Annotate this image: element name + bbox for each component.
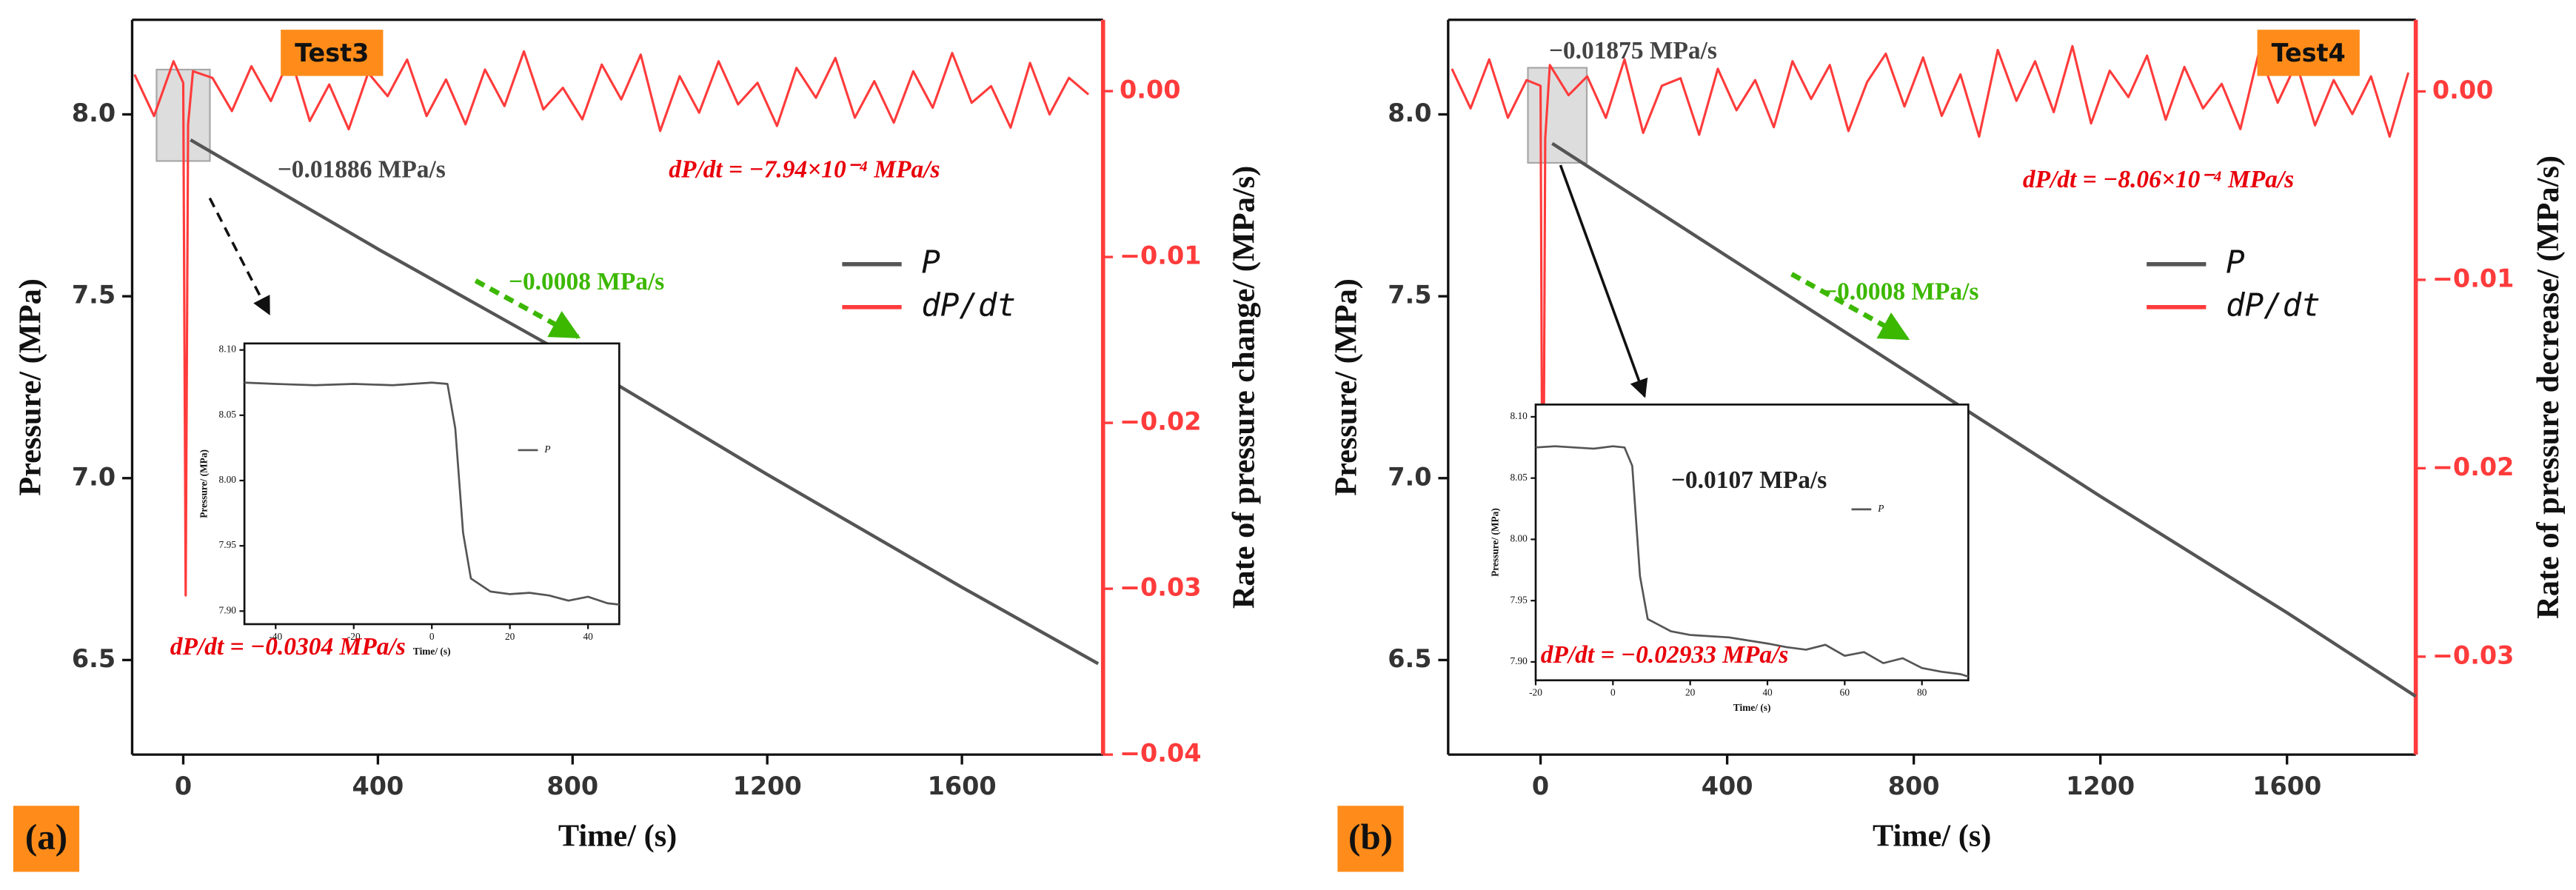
y2-tick-label: −0.04 <box>1120 739 1202 768</box>
inset-x-tick-label: -40 <box>269 631 282 642</box>
test-label: Test3 <box>295 39 369 67</box>
y-tick-label: 7.5 <box>72 281 116 310</box>
inset-x-label: Time/ (s) <box>1733 702 1771 713</box>
y2-tick-label: 0.00 <box>1120 76 1181 104</box>
y2-axis-label: Rate of pressure change/ (MPa/s) <box>1226 166 1261 609</box>
inset-legend-label: P <box>1877 503 1884 514</box>
y2-tick-label: −0.01 <box>1120 241 1202 270</box>
inset-pressure-line <box>1535 445 1969 678</box>
inset-y-tick-label: 8.00 <box>1510 533 1528 544</box>
inset-pressure-line <box>244 381 620 606</box>
inset-x-tick-label: 20 <box>1685 687 1696 698</box>
x-tick-label: 400 <box>352 772 404 800</box>
inset-frame <box>1534 404 1970 682</box>
x-tick-label: 400 <box>1702 772 1753 800</box>
test-label: Test4 <box>2272 39 2346 67</box>
annotation: dP/dt = −8.06×10⁻⁴ MPa/s <box>2023 166 2294 193</box>
annotation: −0.0008 MPa/s <box>1823 278 1978 306</box>
panel-badge <box>13 806 80 872</box>
x-axis-label: Time/ (s) <box>558 819 677 854</box>
y2-tick-label: −0.02 <box>1120 407 1202 436</box>
panel-label: (b) <box>1348 816 1393 857</box>
arrow <box>1790 272 1910 341</box>
inset-y-tick-label: 7.90 <box>1510 655 1528 666</box>
y2-tick-label: −0.01 <box>2432 264 2515 292</box>
rate-line <box>133 50 1090 597</box>
inset-y-label: Pressure/ (MPa) <box>198 449 210 518</box>
inset-x-tick-label: 40 <box>1762 687 1773 698</box>
pressure-line <box>1551 141 2417 698</box>
annotation: dP/dt = −0.02933 MPa/s <box>1541 641 1789 669</box>
y-axis-label: Pressure/ (MPa) <box>1329 278 1364 496</box>
annotation: −0.0107 MPa/s <box>1671 466 1827 494</box>
x-tick-label: 1600 <box>2252 772 2321 800</box>
y-tick-label: 7.0 <box>72 462 116 491</box>
inset-x-tick-label: -20 <box>1529 687 1542 698</box>
inset-y-tick-label: 8.10 <box>219 344 237 355</box>
inset-x-tick-label: 40 <box>583 631 593 642</box>
x-tick-label: 1600 <box>928 772 997 800</box>
legend-label: P <box>921 244 940 280</box>
y-tick-label: 7.0 <box>1388 462 1431 491</box>
y2-tick-label: −0.03 <box>1120 573 1202 602</box>
inset-x-tick-label: -20 <box>347 631 361 642</box>
y-tick-label: 6.5 <box>72 644 116 673</box>
y2-tick-label: −0.03 <box>2432 640 2515 669</box>
arrow <box>208 197 271 315</box>
inset-y-tick-label: 8.05 <box>219 409 237 420</box>
x-tick-label: 800 <box>546 772 598 800</box>
inset-x-tick-label: 0 <box>1610 687 1616 698</box>
inset-y-tick-label: 7.95 <box>1510 594 1528 605</box>
legend-label: P <box>2226 244 2245 280</box>
inset-legend-label: P <box>543 444 550 455</box>
y-tick-label: 8.0 <box>72 98 116 127</box>
inset-x-tick-label: 80 <box>1917 687 1927 698</box>
inset-y-label: Pressure/ (MPa) <box>1490 508 1501 577</box>
inset-x-label: Time/ (s) <box>413 646 451 657</box>
y2-tick-label: −0.02 <box>2432 452 2515 481</box>
y-axis-label: Pressure/ (MPa) <box>13 278 47 496</box>
inset-y-tick-label: 7.90 <box>219 604 237 615</box>
x-tick-label: 1200 <box>733 772 802 800</box>
rate-line <box>1451 44 2410 646</box>
y-tick-label: 6.5 <box>1388 644 1431 673</box>
inset-y-tick-label: 8.00 <box>219 474 237 485</box>
x-tick-label: 800 <box>1888 772 1940 800</box>
test-badge <box>281 30 384 76</box>
x-tick-label: 1200 <box>2066 772 2135 800</box>
inset-x-tick-label: 0 <box>429 631 435 642</box>
legend-label: dP/dt <box>921 287 1016 323</box>
annotation: −0.01875 MPa/s <box>1549 37 1717 64</box>
annotation: −0.0008 MPa/s <box>509 268 664 295</box>
y2-axis-label: Rate of pressure decrease/ (MPa/s) <box>2531 155 2566 619</box>
x-tick-label: 0 <box>175 772 192 800</box>
inset-x-tick-label: 60 <box>1840 687 1850 698</box>
arrow <box>474 278 581 339</box>
arrow <box>1559 164 1648 398</box>
test-badge <box>2257 30 2360 76</box>
inset-y-tick-label: 8.05 <box>1510 472 1528 483</box>
x-axis-label: Time/ (s) <box>1873 819 1991 854</box>
panel-label: (a) <box>25 816 67 857</box>
y-tick-label: 8.0 <box>1388 98 1431 127</box>
panel-badge <box>1337 806 1404 872</box>
legend-label: dP/dt <box>2226 287 2321 323</box>
inset-x-tick-label: 20 <box>505 631 515 642</box>
inset-y-tick-label: 8.10 <box>1510 410 1528 421</box>
y-tick-label: 7.5 <box>1388 281 1431 310</box>
annotation: dP/dt = −7.94×10⁻⁴ MPa/s <box>669 156 940 184</box>
annotation: −0.01886 MPa/s <box>278 156 446 184</box>
inset-y-tick-label: 7.95 <box>219 539 237 550</box>
y2-tick-label: 0.00 <box>2432 76 2494 104</box>
annotation: dP/dt = −0.0304 MPa/s <box>170 633 406 660</box>
pressure-line <box>190 138 1100 666</box>
x-tick-label: 0 <box>1532 772 1549 800</box>
